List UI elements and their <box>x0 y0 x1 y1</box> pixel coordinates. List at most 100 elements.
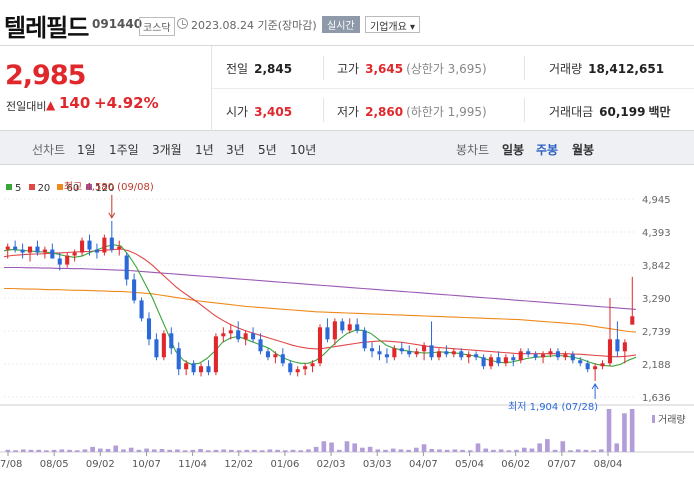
x-tick-label: 04/07 <box>409 459 438 470</box>
candle-body <box>42 249 47 253</box>
low-annotation: 최저 1,904 (07/28) <box>508 401 598 413</box>
ma-legend: 5 20 60 120 <box>6 183 115 194</box>
volume-bar <box>28 449 34 452</box>
volume-bar <box>375 449 381 452</box>
candle-monthly[interactable]: 월봉 <box>572 143 595 157</box>
candle-body <box>340 321 345 331</box>
period-3m[interactable]: 3개월 <box>152 143 182 157</box>
company-overview-button[interactable]: 기업개요 ▾ <box>365 16 420 33</box>
candle-body <box>27 246 33 253</box>
candle-body <box>198 366 204 373</box>
candle-body <box>176 348 181 370</box>
candle-body <box>488 357 494 367</box>
volume-bar <box>545 439 550 452</box>
volume-bar <box>82 449 88 452</box>
col-divider <box>323 98 324 122</box>
candle-body <box>303 366 308 370</box>
volume-bar <box>498 449 504 452</box>
change-value: 140 <box>59 94 91 112</box>
volume-bar <box>514 449 519 452</box>
candle-body <box>503 357 508 364</box>
candle-body <box>347 324 352 331</box>
y-tick-label: 3,290 <box>642 294 671 305</box>
chart-canvas[interactable]: 4,945 4,393 3,842 3,290 2,739 2,188 1,636 07/08… <box>0 165 694 485</box>
volume-bar <box>136 449 142 452</box>
period-1d[interactable]: 1일 <box>77 143 96 157</box>
x-tick-label: 02/03 <box>317 459 346 470</box>
volume-bar <box>128 447 134 452</box>
volume-bar <box>98 448 103 452</box>
candle-body <box>481 357 486 367</box>
candle-body <box>161 333 166 358</box>
legend-ma5: 5 <box>15 183 22 194</box>
candle-daily[interactable]: 일봉 <box>502 143 525 157</box>
realtime-button[interactable]: 실시간 <box>322 16 360 33</box>
candle-body <box>578 360 583 364</box>
period-1w[interactable]: 1주일 <box>109 143 139 157</box>
candle-body <box>221 333 226 337</box>
volume-bar <box>390 448 396 452</box>
volume-bar <box>506 450 512 452</box>
volume-bar <box>383 449 388 452</box>
period-10y[interactable]: 10년 <box>290 143 317 157</box>
volume-bar <box>360 447 365 452</box>
candle-body <box>630 316 635 325</box>
volume-bar <box>290 449 296 452</box>
high-value: 3,645 <box>365 62 404 76</box>
volume-bar <box>20 449 26 452</box>
volume-bar <box>537 443 542 452</box>
volume-bar <box>575 449 581 452</box>
candle-weekly[interactable]: 주봉 <box>536 143 559 157</box>
col-divider <box>524 56 525 80</box>
volume-bar <box>344 441 350 452</box>
x-tick-label: 07/07 <box>547 459 576 470</box>
up-triangle-icon: ▲ <box>46 98 56 112</box>
y-tick-label: 4,393 <box>642 228 671 239</box>
x-tick-label: 03/03 <box>363 459 392 470</box>
candle-body <box>310 363 315 367</box>
x-tick-label: 12/02 <box>224 459 253 470</box>
volume-label: 거래량 <box>549 62 583 76</box>
candle-body <box>124 255 129 280</box>
ma120-line <box>4 266 637 310</box>
period-5y[interactable]: 5년 <box>258 143 277 157</box>
y-tick-label: 2,739 <box>642 327 671 338</box>
candle-body <box>258 339 263 352</box>
volume-bar <box>629 409 635 452</box>
x-tick-label: 08/04 <box>594 459 623 470</box>
volume-bar <box>321 441 327 452</box>
volume-bar <box>213 449 219 452</box>
candle-body <box>146 318 152 340</box>
candle-body <box>213 336 218 373</box>
ma120-swatch <box>86 184 93 190</box>
candle-body <box>317 327 323 364</box>
change-percent: +4.92% <box>94 94 159 112</box>
period-3y[interactable]: 3년 <box>226 143 245 157</box>
volume-bar <box>67 449 72 452</box>
volume-bar <box>144 448 149 452</box>
open-price: 시가 3,405 <box>226 103 292 120</box>
volume-bar <box>36 449 41 452</box>
candle-body <box>436 351 442 358</box>
volume-stat: 거래량 18,412,651 <box>549 60 664 77</box>
stock-code: 091440 <box>92 17 143 31</box>
volume-bar <box>421 444 427 452</box>
candle-body <box>362 330 367 349</box>
candle-body <box>370 348 375 352</box>
line-chart-label: 선차트 <box>32 143 66 157</box>
candle-body <box>541 354 546 358</box>
volume-bar <box>429 448 435 452</box>
volume-bar <box>198 448 203 452</box>
period-1y[interactable]: 1년 <box>195 143 214 157</box>
col-divider <box>524 98 525 122</box>
ma60-swatch <box>57 184 64 190</box>
y-tick-label: 2,188 <box>642 360 671 371</box>
candle-body <box>169 333 174 349</box>
candle-body <box>570 354 575 361</box>
low-value: 2,860 <box>365 105 404 119</box>
volume-bar <box>175 449 180 452</box>
candle-body <box>102 237 107 253</box>
volume-bar <box>491 449 496 452</box>
volume-label: 거래량 <box>658 414 686 426</box>
candle-body <box>139 300 144 319</box>
